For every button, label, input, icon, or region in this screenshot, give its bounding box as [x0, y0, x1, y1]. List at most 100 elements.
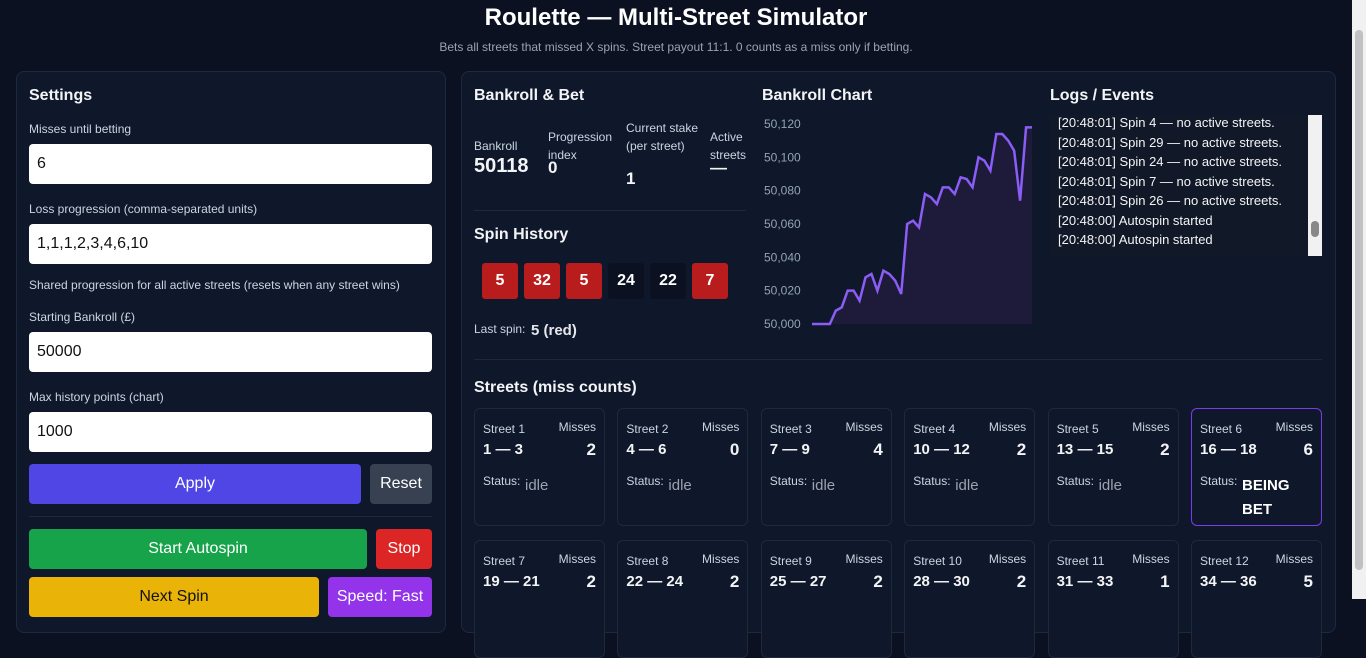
street-range: 34 — 36	[1200, 573, 1257, 590]
scroll-thumb[interactable]	[1311, 221, 1319, 237]
title: Roulette — Multi-Street Simulator	[484, 4, 868, 31]
log-line: [20:48:01] Spin 24 — no active streets.	[1058, 154, 1283, 169]
log-line: [20:48:01] Spin 7 — no active streets.	[1058, 173, 1275, 189]
chips: 5 32 5 24 22 7	[474, 263, 746, 299]
street-card: Street 1 Misses 1 — 3 2 Status: idle	[474, 408, 605, 526]
street-range: 28 — 30	[913, 573, 970, 590]
street-card: Street 10 Misses 28 — 30 2	[904, 540, 1036, 658]
spin-chip: 7	[692, 263, 728, 299]
street-card: Street 11 Misses 31 — 33 1	[1047, 540, 1179, 658]
street-name: Street 3	[769, 422, 812, 436]
street-range: 25 — 27	[769, 573, 827, 590]
text-input[interactable]: 6	[29, 144, 432, 184]
misses: 2	[873, 572, 883, 591]
street-range: 31 — 33	[1056, 573, 1114, 590]
log-line: [20:48:00] Autospin started	[1058, 212, 1213, 228]
street-card: Street 9 Misses 25 — 27 2	[760, 540, 892, 658]
misses-label: Misses	[845, 420, 883, 434]
misses: 2	[586, 440, 596, 459]
stat-value: 0	[548, 158, 558, 177]
street-card: Street 3 Misses 7 — 9 4 Status: idle	[760, 408, 892, 526]
scroll-thumb[interactable]	[1355, 30, 1363, 570]
stat-label: Bankroll	[474, 139, 518, 153]
speed-button[interactable]: Speed: Fast	[328, 577, 432, 617]
misses-label: Misses	[702, 420, 740, 434]
misses-label: Misses	[1132, 420, 1170, 434]
status: idle	[811, 477, 836, 494]
status: BEING BET	[1242, 477, 1290, 518]
street-range: 22 — 24	[626, 573, 684, 590]
stat-label: Active streets	[710, 130, 747, 162]
text-input[interactable]: 1000	[29, 412, 432, 452]
field-label: Starting Bankroll (£)	[29, 310, 136, 324]
next-button[interactable]: Next Spin	[29, 577, 319, 617]
line	[812, 126, 1032, 326]
street-name: Street 2	[626, 422, 669, 436]
text-input[interactable]: 1,1,1,2,3,4,6,10	[29, 224, 432, 264]
stat-value: 50118	[474, 155, 529, 177]
stat-value: 1	[626, 169, 636, 188]
log-box: [20:48:01] Spin 4 — no active streets. [2…	[1050, 115, 1322, 256]
misses-label: Misses	[1275, 552, 1313, 566]
page-scrollbar[interactable]	[1352, 0, 1366, 599]
log-line: [20:48:01] Spin 26 — no active streets.	[1058, 193, 1283, 208]
status-label: Status:	[483, 474, 521, 488]
settings-title: Settings	[29, 87, 93, 104]
street-name: Street 9	[769, 554, 812, 568]
chart: 50,000 50,020 50,040 50,060 50,080 50,100 50,1…	[764, 117, 1032, 331]
spin-chip: 32	[524, 263, 560, 299]
street-range: 7 — 9	[769, 441, 810, 458]
street-card: Street 4 Misses 10 — 12 2 Status: idle	[904, 408, 1036, 526]
spin-chip: 22	[650, 263, 686, 299]
street-name: Street 10	[913, 554, 962, 568]
spin-chip: 5	[566, 263, 602, 299]
misses-label: Misses	[988, 420, 1027, 434]
street-name: Street 11	[1056, 554, 1105, 568]
misses: 2	[1016, 572, 1027, 591]
misses-label: Misses	[702, 552, 740, 566]
apply-button[interactable]: Apply	[29, 464, 361, 504]
logs-title: Logs / Events	[1050, 87, 1155, 104]
divider	[29, 516, 432, 517]
street-name: Street 4	[913, 422, 956, 436]
history-title: Spin History	[474, 226, 569, 243]
street-name: Street 7	[483, 554, 526, 568]
field-note: Shared progression for all active street…	[29, 278, 400, 292]
y-tick-label: 50,120	[764, 117, 801, 131]
misses-label: Misses	[1132, 552, 1170, 566]
reset-button[interactable]: Reset	[370, 464, 432, 504]
spin-chip: 5	[482, 263, 518, 299]
status-label: Status:	[1056, 474, 1094, 488]
status-label: Status:	[1200, 474, 1238, 488]
misses-label: Misses	[1275, 420, 1313, 434]
text-input[interactable]: 50000	[29, 332, 432, 372]
spin-chip: 24	[608, 263, 644, 299]
misses: 1	[1160, 572, 1170, 591]
stop-button[interactable]: Stop	[376, 529, 432, 569]
status: idle	[525, 477, 549, 494]
street-name: Street 12	[1200, 554, 1249, 568]
last-spin: 5 (red)	[531, 322, 577, 339]
app: Roulette — Multi-Street Simulator Bets a…	[16, 0, 1366, 658]
street-name: Street 1	[483, 422, 526, 436]
start-button[interactable]: Start Autospin	[29, 529, 367, 569]
y-tick-label: 50,060	[764, 217, 801, 231]
status-label: Status:	[769, 474, 808, 488]
misses: 0	[729, 440, 740, 459]
stat-value: —	[710, 158, 727, 177]
y-tick-label: 50,080	[764, 184, 801, 198]
last-spin-label: Last spin:	[474, 322, 526, 336]
street-card: Street 2 Misses 4 — 6 0 Status: idle	[617, 408, 749, 526]
status: idle	[1098, 477, 1122, 494]
misses-label: Misses	[988, 552, 1027, 566]
log-line: [20:48:01] Spin 29 — no active streets.	[1058, 134, 1283, 150]
status: idle	[668, 477, 692, 494]
y-tick-label: 50,100	[764, 150, 801, 164]
stat-label: Current stake (per street)	[626, 121, 699, 153]
y-tick-label: 50,040	[764, 250, 801, 264]
log-scrollbar[interactable]	[1308, 115, 1322, 256]
misses: 6	[1303, 440, 1313, 459]
street-name: Street 5	[1056, 422, 1099, 436]
misses: 2	[586, 572, 596, 591]
divider	[474, 359, 1322, 360]
